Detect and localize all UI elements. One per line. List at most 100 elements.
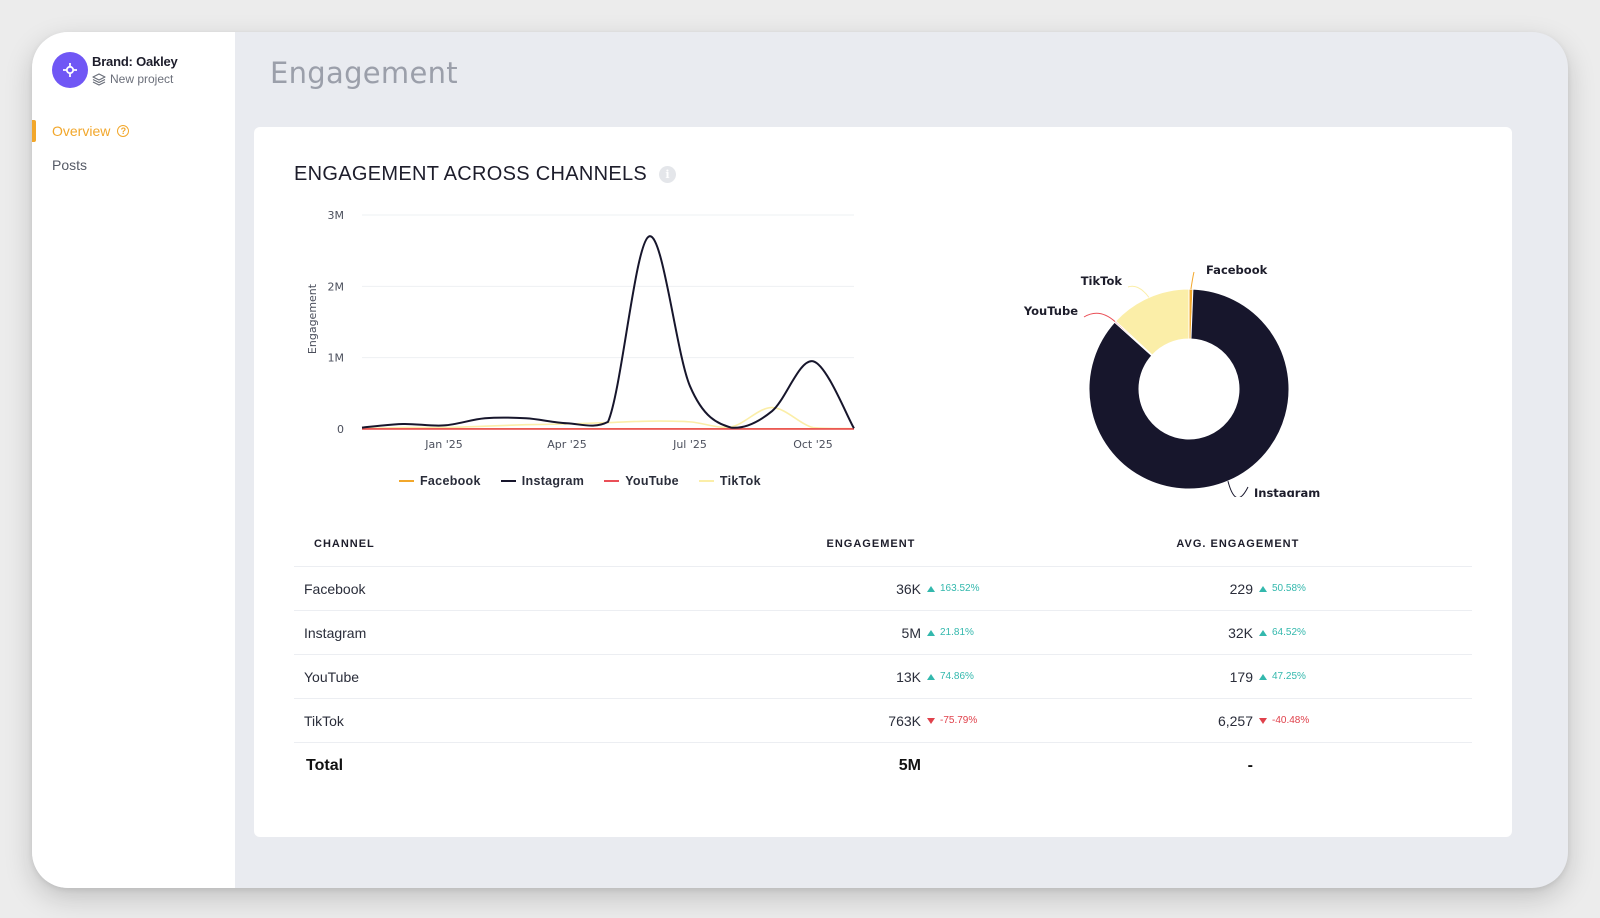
y-tick-label: 0 [337, 423, 344, 436]
crosshair-icon [63, 63, 77, 77]
delta-text: -40.48% [1272, 715, 1310, 726]
brand-switcher[interactable]: Brand: Oakley New project [52, 52, 178, 88]
delta-text: 21.81% [940, 627, 974, 638]
x-tick-label: Jan '25 [424, 438, 462, 451]
engagement-delta: 163.52% [927, 583, 979, 594]
chart-gridlines [362, 214, 854, 430]
legend-item-facebook[interactable]: Facebook [399, 474, 481, 488]
donut-slices [1088, 288, 1290, 490]
donut-label: Instagram [1254, 486, 1320, 497]
engagement-line-chart: 0 1M 2M 3M Jan '25 Apr '25 Jul '25 Oct '25 Eng… [306, 209, 855, 451]
table-row: Instagram 5M 21.81% 32K 64.52% [294, 610, 1472, 654]
legend-label: TikTok [719, 474, 761, 488]
engagement-value: 13K [896, 668, 921, 685]
table-row: Facebook 36K 163.52% 229 50.58% [294, 566, 1472, 610]
trend-arrow-icon [927, 673, 935, 680]
avg-engagement-delta: 64.52% [1259, 627, 1306, 638]
total-avg-engagement: - [1247, 756, 1253, 774]
delta-text: 47.25% [1272, 671, 1306, 682]
engagement-value: 36K [896, 580, 921, 597]
table-total-row: Total 5M - [294, 742, 1472, 788]
channel-table: CHANNEL ENGAGEMENT AVG. ENGAGEMENT Faceb… [294, 522, 1472, 788]
card-title: ENGAGEMENT ACROSS CHANNELS i [294, 163, 677, 186]
x-tick-label: Oct '25 [793, 438, 833, 451]
donut-labels: Facebook Instagram YouTube TikTok [1023, 263, 1320, 497]
trend-arrow-icon [1259, 629, 1267, 636]
help-circle-icon[interactable]: ? [117, 125, 130, 137]
series-line-instagram[interactable] [361, 235, 855, 429]
table-row: TikTok 763K -75.79% 6,257 -40.48% [294, 698, 1472, 742]
card-title-text: ENGAGEMENT ACROSS CHANNELS [294, 163, 648, 185]
info-icon[interactable]: i [659, 166, 677, 183]
trend-arrow-icon [1259, 673, 1267, 680]
column-header-avg-engagement[interactable]: AVG. ENGAGEMENT [1176, 538, 1300, 550]
sidebar-item-label: Overview [52, 123, 111, 139]
donut-label: Facebook [1206, 263, 1268, 277]
total-label: Total [306, 756, 344, 774]
legend-label: Facebook [420, 474, 481, 488]
legend-item-youtube[interactable]: YouTube [604, 474, 679, 488]
project-label: New project [110, 72, 174, 86]
avg-engagement-value: 6,257 [1217, 712, 1253, 729]
engagement-delta: 21.81% [927, 627, 974, 638]
donut-slice-tiktok[interactable] [1114, 288, 1190, 356]
avg-engagement-delta: -40.48% [1259, 715, 1309, 726]
page-title: Engagement [270, 56, 458, 90]
donut-leader-line [1127, 285, 1150, 298]
sidebar-item-posts[interactable]: Posts [32, 148, 235, 182]
legend-item-instagram[interactable]: Instagram [500, 474, 585, 488]
x-axis-ticks: Jan '25 Apr '25 Jul '25 Oct '25 [424, 438, 833, 451]
table-row: YouTube 13K 74.86% 179 47.25% [294, 654, 1472, 698]
project-name: New project [92, 72, 178, 86]
trend-arrow-icon [1259, 585, 1267, 592]
engagement-value: 763K [888, 712, 921, 729]
engagement-delta: 74.86% [927, 671, 974, 682]
column-header-channel[interactable]: CHANNEL [314, 538, 375, 550]
trend-arrow-icon [927, 585, 935, 592]
sidebar-item-label: Posts [52, 157, 88, 173]
chart-legend: Facebook Instagram YouTube TikTok [399, 474, 781, 488]
channel-name: Instagram [304, 624, 367, 641]
channel-name: TikTok [304, 712, 344, 729]
y-axis-ticks: 0 1M 2M 3M [328, 209, 345, 436]
chart-series [361, 235, 855, 430]
brand-name: Brand: Oakley [92, 54, 178, 69]
delta-text: 50.58% [1272, 583, 1306, 594]
table-header: CHANNEL ENGAGEMENT AVG. ENGAGEMENT [294, 522, 1472, 566]
sidebar: Brand: Oakley New project Overview ? Pos… [32, 32, 235, 888]
legend-swatch [500, 480, 516, 482]
avg-engagement-value: 229 [1229, 580, 1253, 597]
y-tick-label: 3M [328, 209, 345, 222]
donut-leader-line [1083, 312, 1116, 323]
engagement-donut-chart: Facebook Instagram YouTube TikTok [1023, 263, 1320, 497]
donut-label: YouTube [1023, 304, 1078, 318]
y-tick-label: 1M [328, 352, 345, 365]
brand-avatar [52, 52, 88, 88]
sidebar-nav: Overview ? Posts [32, 114, 235, 182]
x-tick-label: Apr '25 [547, 438, 587, 451]
x-tick-label: Jul '25 [672, 438, 707, 451]
donut-slice-instagram[interactable] [1088, 288, 1290, 490]
legend-swatch [604, 480, 620, 482]
table-body: Facebook 36K 163.52% 229 50.58% Instagram 5M 21… [294, 566, 1472, 742]
legend-swatch [698, 480, 714, 482]
trend-arrow-icon [927, 717, 935, 724]
delta-text: 74.86% [940, 671, 974, 682]
avg-engagement-value: 179 [1229, 668, 1253, 685]
trend-arrow-icon [927, 629, 935, 636]
app-window: Brand: Oakley New project Overview ? Pos… [32, 32, 1568, 888]
engagement-value: 5M [901, 624, 921, 641]
channel-name: YouTube [304, 668, 360, 685]
avg-engagement-delta: 47.25% [1259, 671, 1306, 682]
engagement-delta: -75.79% [927, 715, 977, 726]
y-tick-label: 2M [328, 280, 345, 293]
trend-arrow-icon [1259, 717, 1267, 724]
legend-item-tiktok[interactable]: TikTok [698, 474, 761, 488]
sidebar-item-overview[interactable]: Overview ? [32, 114, 235, 148]
avg-engagement-value: 32K [1228, 624, 1253, 641]
legend-label: Instagram [521, 474, 585, 488]
legend-swatch [399, 480, 414, 482]
avg-engagement-delta: 50.58% [1259, 583, 1306, 594]
column-header-engagement[interactable]: ENGAGEMENT [826, 538, 916, 550]
channel-name: Facebook [304, 580, 366, 597]
